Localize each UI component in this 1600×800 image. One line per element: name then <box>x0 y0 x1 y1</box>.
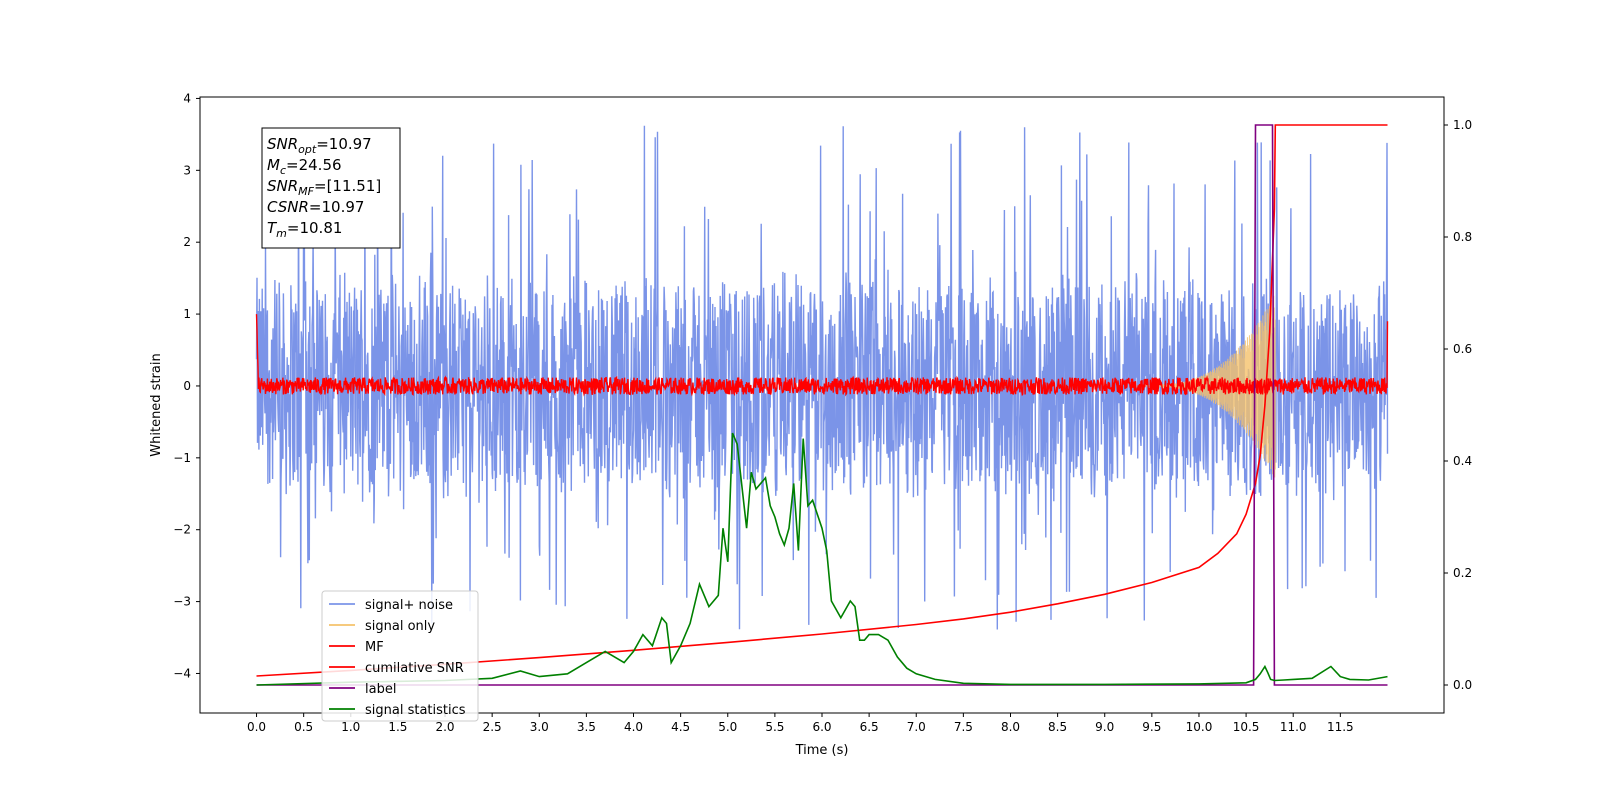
y-tick-label: −3 <box>173 595 191 609</box>
y2-tick-label: 0.0 <box>1453 678 1472 692</box>
legend-label: signal only <box>365 619 435 634</box>
y2-tick-label: 0.4 <box>1453 454 1472 468</box>
x-tick-label: 0.5 <box>294 720 313 734</box>
x-tick-label: 10.5 <box>1233 720 1260 734</box>
y-tick-label: 0 <box>183 379 191 393</box>
y-axis-right: 1.0 0.8 0.6 0.4 0.2 0.0 <box>1444 118 1472 692</box>
y2-tick-label: 0.2 <box>1453 566 1472 580</box>
x-tick-label: 3.5 <box>577 720 596 734</box>
x-tick-label: 7.5 <box>954 720 973 734</box>
x-tick-label: 11.5 <box>1327 720 1354 734</box>
y-tick-label: −1 <box>173 451 191 465</box>
y-tick-label: 3 <box>183 163 191 177</box>
series-signal-noise-line <box>255 125 1389 630</box>
annotation-line: SNRMF=[11.51] <box>267 177 381 198</box>
x-tick-label: 10.0 <box>1186 720 1213 734</box>
x-tick-label: 2.0 <box>435 720 454 734</box>
y-axis-left: 4 3 2 1 0 −1 −2 −3 −4 <box>173 91 200 680</box>
x-tick-label: 5.5 <box>765 720 784 734</box>
x-tick-label: 0.0 <box>247 720 266 734</box>
x-tick-label: 6.0 <box>812 720 831 734</box>
y-axis-label: Whitened strain <box>149 353 164 456</box>
y2-tick-label: 0.6 <box>1453 342 1472 356</box>
legend-label: signal+ noise <box>365 598 453 613</box>
x-axis-label: Time (s) <box>795 743 849 758</box>
plot-area <box>255 124 1389 686</box>
x-axis: 0.0 0.5 1.0 1.5 2.0 2.5 3.0 3.5 4.0 4.5 5.0 5.5 6.0 6… <box>247 713 1354 734</box>
legend-label: signal statistics <box>365 703 466 718</box>
x-tick-label: 7.0 <box>907 720 926 734</box>
annotation-line: Tm=10.81 <box>267 219 342 240</box>
y-tick-label: 2 <box>183 235 191 249</box>
y2-tick-label: 0.8 <box>1453 230 1472 244</box>
series-mf-line <box>255 314 1389 397</box>
series-cumulative-snr-line <box>256 124 1388 677</box>
x-tick-label: 4.5 <box>671 720 690 734</box>
x-tick-label: 9.5 <box>1142 720 1161 734</box>
legend: signal+ noise signal only MF cumilative SNR… <box>321 590 479 722</box>
y-tick-label: 1 <box>183 307 191 321</box>
x-tick-label: 3.0 <box>530 720 549 734</box>
y-tick-label: −2 <box>173 523 191 537</box>
x-tick-label: 9.0 <box>1095 720 1114 734</box>
annotation-line: CSNR=10.97 <box>267 198 364 216</box>
x-tick-label: 6.5 <box>860 720 879 734</box>
series-signal-statistics-line <box>256 432 1388 686</box>
legend-label: label <box>365 682 396 697</box>
x-tick-label: 4.0 <box>624 720 643 734</box>
x-tick-label: 2.5 <box>483 720 502 734</box>
annotation-line: Mc=24.56 <box>267 156 342 177</box>
legend-label: cumilative SNR <box>365 661 464 676</box>
annotation-frame <box>261 127 401 249</box>
x-tick-label: 11.0 <box>1280 720 1307 734</box>
annotation-line: SNRopt=10.97 <box>267 135 372 156</box>
x-tick-label: 5.0 <box>718 720 737 734</box>
x-tick-label: 1.0 <box>341 720 360 734</box>
legend-label: MF <box>365 640 384 655</box>
x-tick-label: 8.0 <box>1001 720 1020 734</box>
metrics-annotation-box: SNRopt=10.97Mc=24.56SNRMF=[11.51]CSNR=10… <box>261 127 401 249</box>
y2-tick-label: 1.0 <box>1453 118 1472 132</box>
x-tick-label: 1.5 <box>388 720 407 734</box>
y-tick-label: 4 <box>183 91 191 105</box>
y-tick-label: −4 <box>173 666 191 680</box>
legend-frame <box>321 590 479 722</box>
x-tick-label: 8.5 <box>1048 720 1067 734</box>
